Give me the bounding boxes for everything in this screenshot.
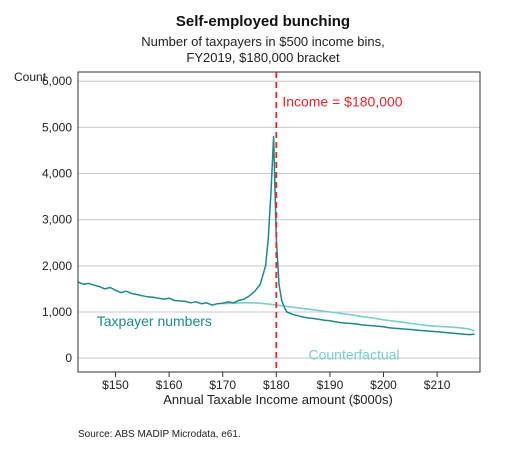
series-label-taxpayer-numbers: Taxpayer numbers	[97, 313, 212, 329]
y-axis-ticks: 0 1,000 2,000 3,000 4,000 5,000 6,000	[42, 74, 72, 365]
x-axis-title: Annual Taxable Income amount ($000s)	[163, 392, 393, 407]
gridlines	[78, 80, 480, 359]
series-labels: Taxpayer numbers Counterfactual	[97, 313, 400, 363]
series-line-taxpayer-numbers	[77, 135, 475, 336]
chart-subtitle-line-2: FY2019, $180,000 bracket	[186, 50, 340, 65]
source-note: Source: ABS MADIP Microdata, e61.	[78, 429, 241, 440]
series-line-counterfactual	[222, 302, 475, 332]
x-tick-label: $210	[424, 378, 451, 392]
y-tick-label: 1,000	[42, 305, 72, 319]
y-axis-title: Count	[14, 70, 47, 84]
x-axis-ticks: $150 $160 $170 $180 $190 $200 $210	[102, 372, 451, 392]
x-tick-label: $200	[370, 378, 397, 392]
x-tick-label: $180	[263, 378, 290, 392]
chart-subtitle-line-1: Number of taxpayers in $500 income bins,	[141, 34, 385, 49]
y-tick-label: 4,000	[42, 167, 72, 181]
y-tick-label: 5,000	[42, 120, 72, 134]
x-tick-label: $150	[102, 378, 129, 392]
threshold-annotation: Income = $180,000	[275, 72, 403, 372]
x-tick-label: $190	[317, 378, 344, 392]
x-tick-label: $160	[156, 378, 183, 392]
plot-frame	[77, 71, 481, 373]
series-label-counterfactual: Counterfactual	[308, 347, 399, 363]
y-tick-label: 3,000	[42, 213, 72, 227]
series-lines	[77, 135, 475, 336]
x-tick-label: $170	[209, 378, 236, 392]
y-tick-label: 6,000	[42, 74, 72, 88]
chart-title: Self-employed bunching	[176, 13, 350, 30]
y-tick-label: 0	[65, 351, 72, 365]
threshold-label: Income = $180,000	[282, 94, 402, 110]
y-tick-label: 2,000	[42, 259, 72, 273]
